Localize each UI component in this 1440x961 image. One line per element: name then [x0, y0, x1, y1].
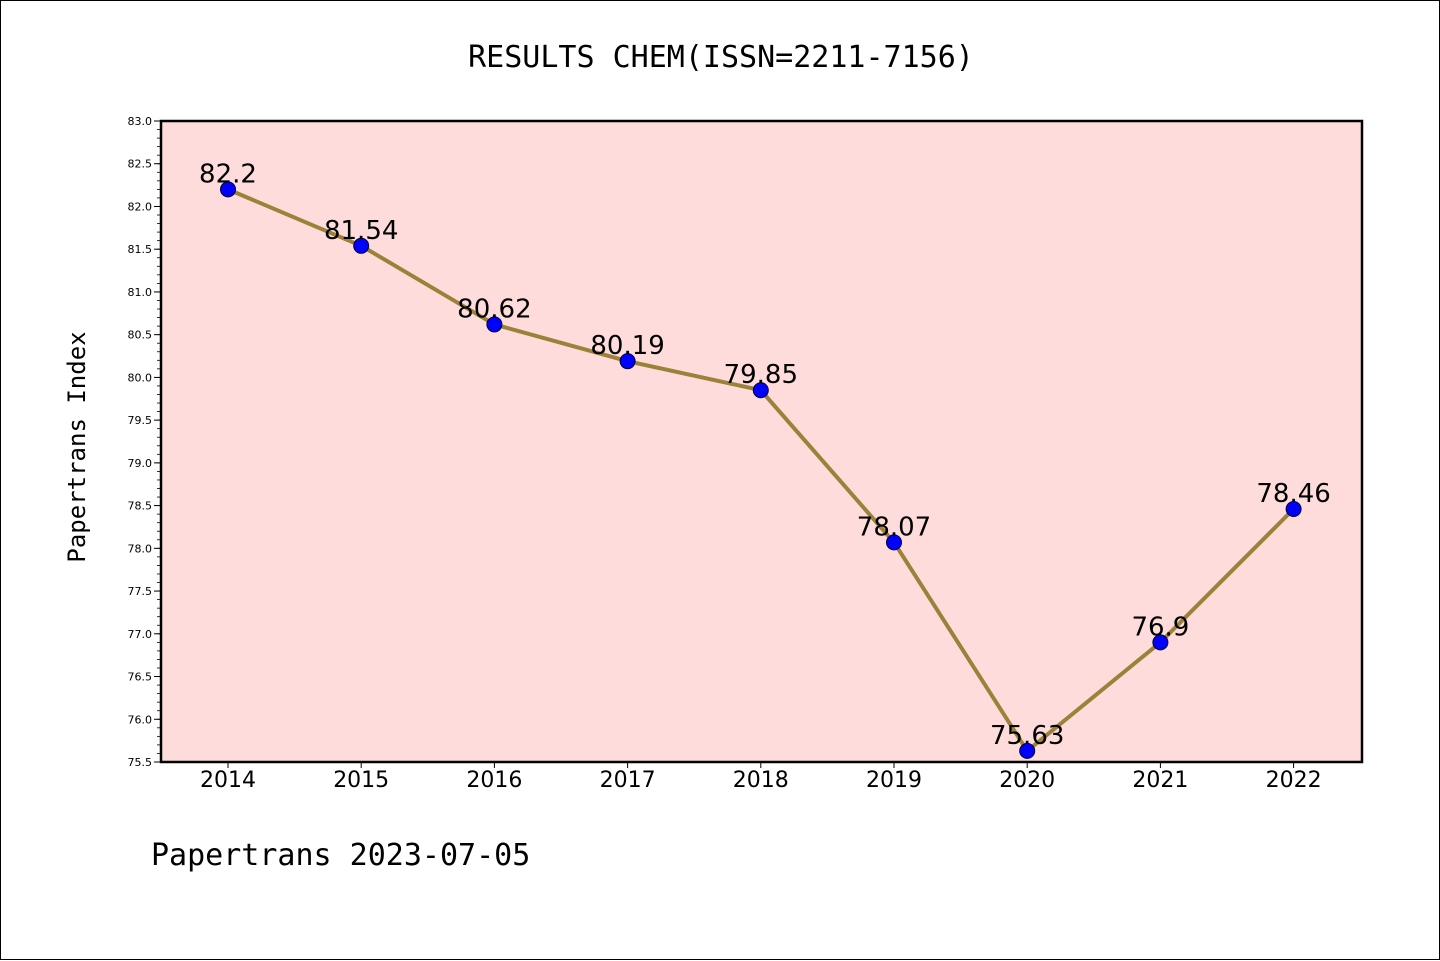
- data-labels: 82.2 81.54 80.62 80.19 79.85 78.07 75.63 76.9 78…: [199, 159, 1331, 751]
- y-tick-label: 81.5: [128, 243, 153, 256]
- y-tick-label: 78.5: [128, 500, 153, 513]
- data-label: 81.54: [324, 216, 398, 246]
- y-axis-label: Papertrans Index: [63, 331, 91, 562]
- data-point: [220, 181, 236, 198]
- x-tick-label: 2020: [999, 768, 1055, 793]
- y-tick-label: 76.0: [128, 713, 153, 726]
- y-tick-label: 75.5: [128, 756, 153, 769]
- chart-title: RESULTS CHEM(ISSN=2211-7156): [468, 40, 974, 75]
- data-label: 75.63: [990, 721, 1064, 751]
- y-tick-label: 79.0: [128, 457, 153, 470]
- y-tick-label: 76.5: [128, 671, 153, 684]
- plot-area: [159, 119, 1364, 764]
- y-axis: 75.5 76.0 76.5 77.0 77.5 78.0 78.5 79.0 79.5 80.0…: [128, 115, 161, 769]
- data-label: 79.85: [724, 360, 798, 390]
- x-tick-label: 2022: [1266, 768, 1322, 793]
- y-tick-label: 77.0: [128, 628, 153, 641]
- data-label: 76.9: [1131, 612, 1189, 642]
- y-tick-label: 83.0: [128, 115, 153, 128]
- data-point: [1152, 634, 1169, 651]
- x-tick-label: 2016: [466, 768, 522, 793]
- x-tick-label: 2018: [733, 768, 789, 793]
- x-tick-label: 2015: [333, 768, 389, 793]
- y-tick-label: 78.0: [128, 542, 153, 555]
- y-tick-label: 80.5: [128, 329, 153, 342]
- x-tick-label: 2014: [200, 768, 256, 793]
- data-point: [353, 237, 370, 254]
- data-point: [486, 316, 503, 333]
- x-axis: 2014 2015 2016 2017 2018 2019 2020 2021 2022: [200, 762, 1322, 793]
- y-tick-label: 80.0: [128, 371, 153, 384]
- data-point: [619, 353, 636, 370]
- y-tick-label: 77.5: [128, 585, 153, 598]
- data-label: 78.46: [1256, 479, 1330, 509]
- data-point: [1285, 501, 1302, 518]
- y-tick-label: 82.5: [128, 158, 153, 171]
- data-markers: [220, 181, 1302, 759]
- data-label: 82.2: [199, 159, 257, 189]
- data-label: 78.07: [857, 512, 931, 542]
- footer-text: Papertrans 2023-07-05: [151, 838, 530, 873]
- data-label: 80.19: [590, 331, 664, 361]
- x-tick-label: 2021: [1132, 768, 1188, 793]
- y-tick-label: 81.0: [128, 286, 153, 299]
- y-tick-label: 79.5: [128, 414, 153, 427]
- x-tick-label: 2017: [600, 768, 656, 793]
- x-tick-label: 2019: [866, 768, 922, 793]
- y-tick-label: 82.0: [128, 200, 153, 213]
- data-point: [752, 382, 769, 399]
- data-point: [886, 534, 902, 551]
- data-label: 80.62: [457, 294, 531, 324]
- data-point: [1019, 742, 1036, 759]
